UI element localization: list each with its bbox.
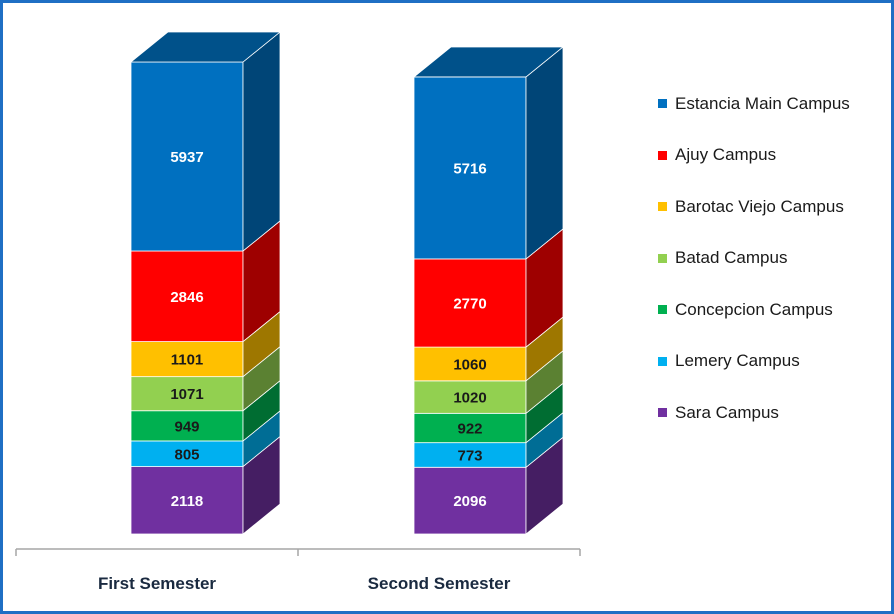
data-label: 1020	[453, 390, 486, 407]
data-label: 2770	[453, 296, 486, 313]
legend-label: Ajuy Campus	[675, 145, 777, 165]
bar-segment: 1060	[413, 316, 564, 382]
bar-top-face	[129, 31, 282, 63]
legend-label: Lemery Campus	[675, 351, 800, 371]
bar-front-face	[413, 346, 527, 382]
data-label: 2846	[170, 289, 203, 306]
legend-swatch	[658, 305, 667, 315]
legend-label: Barotac Viejo Campus	[675, 196, 844, 216]
data-label: 773	[457, 447, 482, 464]
bar-stack-1: 2118 805 949 1071 1101 2846 5937	[129, 31, 282, 535]
category-label: Second Semester	[368, 574, 511, 593]
legend-swatch	[658, 408, 667, 418]
data-label: 1071	[170, 386, 203, 403]
bar-segment: 1020	[413, 350, 564, 415]
bar-side-face	[242, 31, 281, 252]
bar-stack-2: 2096 773 922 1020 1060 2770 5716	[412, 46, 565, 535]
data-label: 922	[457, 420, 482, 437]
bar-segment: 2770	[413, 228, 564, 348]
legend-label: Batad Campus	[675, 248, 788, 268]
data-label: 1060	[453, 356, 486, 373]
legend-item: Estancia Main Campus	[658, 78, 850, 130]
bar-front-face	[130, 250, 244, 342]
bar-segment: 805	[130, 410, 281, 468]
bar-top-face	[412, 46, 565, 78]
legend-label: Estancia Main Campus	[675, 93, 850, 113]
data-label: 5716	[453, 160, 486, 177]
legend-swatch	[658, 356, 667, 366]
legend-swatch	[658, 150, 667, 160]
legend-swatch	[658, 202, 667, 212]
legend-item: Lemery Campus	[658, 336, 850, 388]
legend-item: Sara Campus	[658, 387, 850, 439]
legend-item: Ajuy Campus	[658, 130, 850, 182]
bar-segment: 2846	[130, 220, 281, 343]
legend-item: Barotac Viejo Campus	[658, 181, 850, 233]
bar-front-face	[413, 442, 527, 468]
bar-front-face	[413, 412, 527, 444]
bar-segment: 2118	[130, 435, 281, 535]
bar-segment: 1071	[130, 345, 281, 412]
bar-front-face	[130, 61, 244, 252]
legend-label: Sara Campus	[675, 402, 779, 422]
data-label: 805	[174, 446, 199, 463]
data-label: 2096	[453, 493, 486, 510]
legend-label: Concepcion Campus	[675, 299, 833, 319]
data-label: 1101	[171, 352, 204, 369]
bar-front-face	[413, 258, 527, 348]
bar-segment: 5716	[412, 46, 565, 260]
bar-side-face	[525, 46, 564, 260]
bar-segment: 922	[413, 382, 564, 444]
bar-front-face	[130, 466, 244, 535]
bar-front-face	[130, 440, 244, 467]
bar-segment: 773	[413, 411, 564, 469]
data-label: 5937	[170, 149, 203, 166]
category-label: First Semester	[98, 574, 216, 593]
data-label: 2118	[171, 493, 204, 510]
bar-front-face	[413, 380, 527, 414]
legend-swatch	[658, 99, 667, 109]
data-label: 949	[174, 418, 199, 435]
bar-segment: 5937	[129, 31, 282, 252]
legend-item: Concepcion Campus	[658, 284, 850, 336]
legend-swatch	[658, 253, 667, 263]
legend-item: Batad Campus	[658, 233, 850, 285]
chart-legend: Estancia Main Campus Ajuy Campus Barotac V…	[658, 78, 850, 439]
